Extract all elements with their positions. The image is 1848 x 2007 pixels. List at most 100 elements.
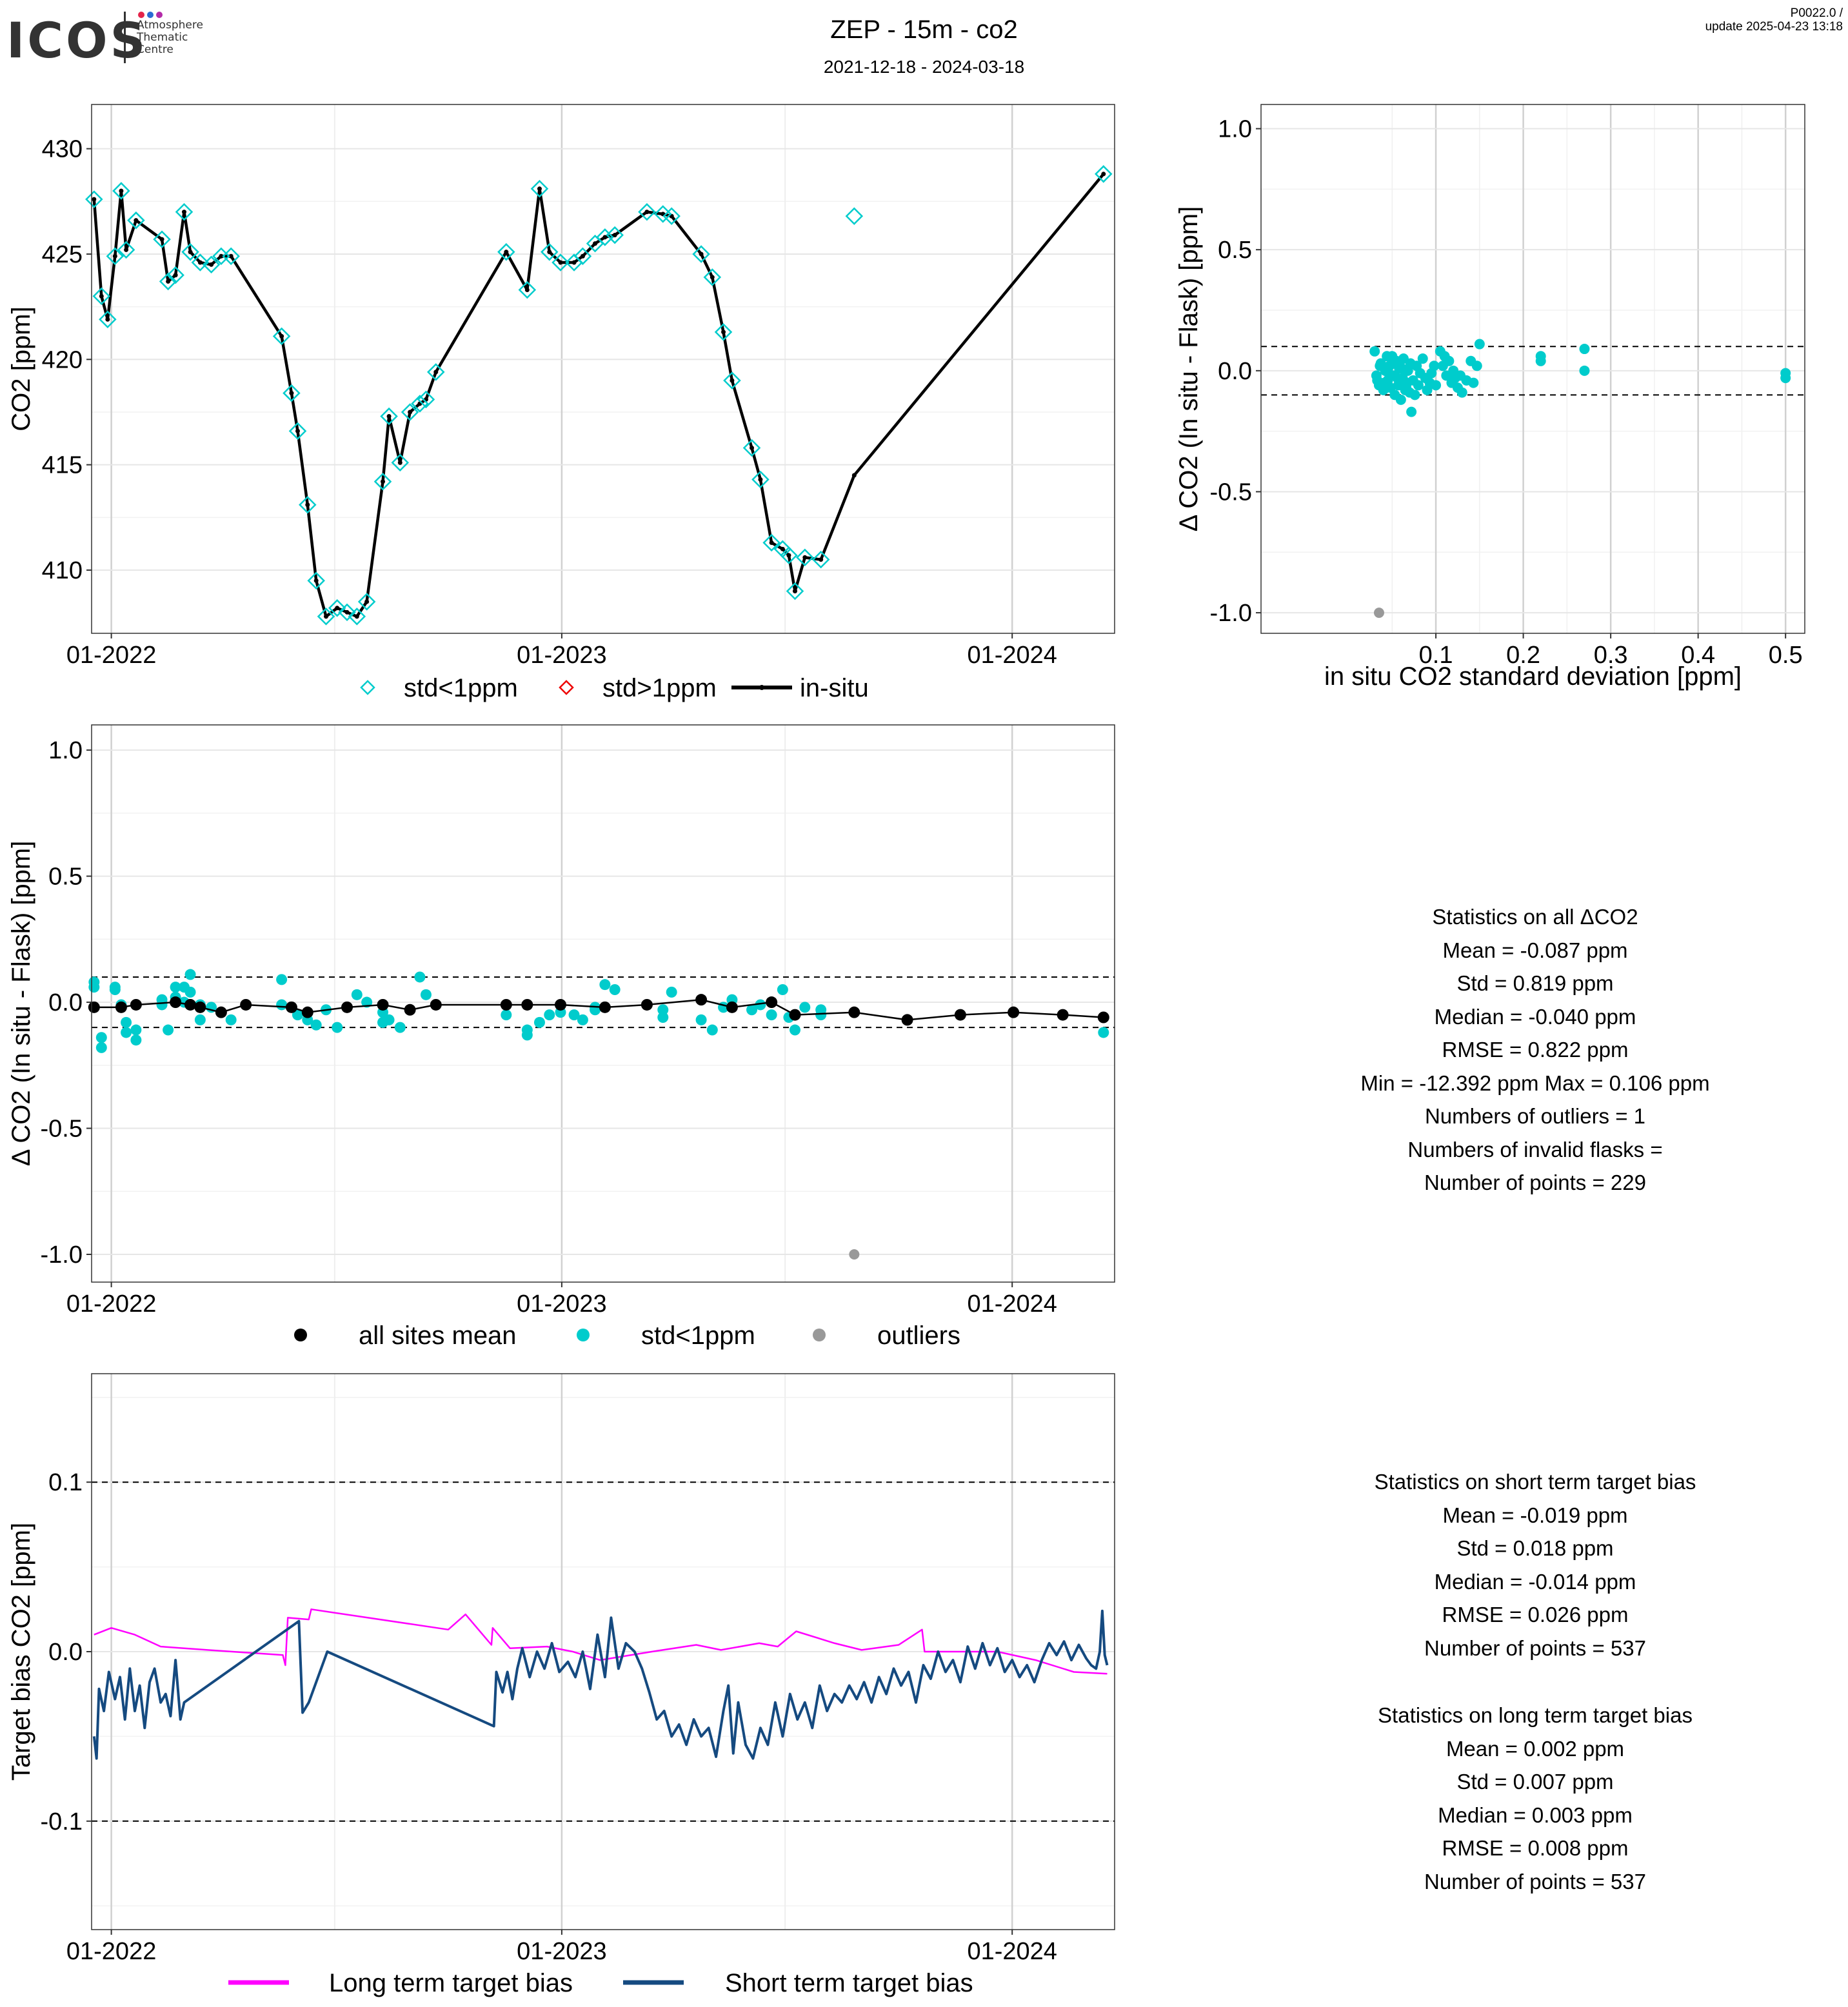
scatter-point	[1780, 373, 1791, 384]
insitu-point	[504, 250, 509, 255]
flask-diamond	[1095, 165, 1113, 183]
scatter-point	[1535, 351, 1546, 362]
delta-point	[777, 984, 788, 995]
insitu-point	[289, 391, 294, 396]
insitu-point	[112, 253, 117, 259]
scatter-point	[1429, 361, 1440, 371]
insitu-point	[364, 599, 370, 604]
insitu-point	[802, 555, 808, 560]
flask-diamond	[373, 473, 392, 491]
logo-wordmark: ICOS	[6, 12, 148, 69]
insitu-point	[699, 252, 704, 257]
stats-heading: Statistics on all ΔCO2	[1432, 905, 1638, 929]
flask-diamond	[497, 242, 515, 261]
flask-diamond	[411, 395, 429, 413]
plot-background	[1261, 104, 1805, 633]
delta-point	[163, 1024, 174, 1036]
stats-line: Number of points = 537	[1424, 1636, 1646, 1660]
stats-line: Std = 0.007 ppm	[1456, 1770, 1614, 1794]
short-term-bias-line	[92, 1609, 1109, 1760]
logo-divider	[124, 12, 126, 63]
x-tick-label: 01-2022	[66, 1938, 156, 1965]
scatter-point	[1375, 361, 1386, 371]
stats-line: Std = 0.018 ppm	[1456, 1536, 1614, 1560]
flask-diamond	[811, 550, 830, 569]
flask-diamond	[338, 603, 356, 622]
site-mean-point	[726, 1001, 738, 1013]
insitu-point	[397, 460, 402, 465]
delta-point	[121, 1016, 132, 1028]
flask-diamond	[692, 245, 710, 263]
delta-point	[276, 999, 288, 1011]
site-mean-point	[215, 1006, 227, 1018]
delta-point	[755, 999, 766, 1011]
x-tick-label: 0.4	[1681, 642, 1715, 669]
y-tick-label: 0.5	[48, 864, 83, 891]
y-axis-label: CO2 [ppm]	[7, 306, 35, 431]
delta-point	[184, 986, 196, 998]
legend-label: std<1ppm	[641, 1321, 755, 1350]
flask-diamond	[596, 228, 614, 246]
x-tick-label: 01-2024	[967, 1290, 1057, 1318]
scatter-point	[1409, 390, 1420, 400]
delta-point	[276, 974, 288, 985]
delta-point	[170, 982, 181, 993]
stats-line: RMSE = 0.822 ppm	[1442, 1038, 1629, 1062]
site-mean-point	[285, 1001, 297, 1013]
insitu-point	[119, 188, 124, 193]
site-mean-point	[1008, 1006, 1020, 1018]
delta-point	[746, 1004, 758, 1016]
page-title: ZEP - 15m - co2	[830, 15, 1018, 44]
scatter-point	[1456, 387, 1467, 398]
update-label: update 2025-04-23 13:18	[1705, 20, 1843, 34]
flask-diamond	[662, 207, 681, 225]
x-tick-label: 01-2024	[967, 642, 1057, 669]
flask-diamond	[106, 247, 124, 265]
insitu-point	[758, 477, 763, 482]
delta-point	[130, 1034, 142, 1046]
legend-dot-grey	[813, 1329, 826, 1341]
x-tick-label: 0.5	[1769, 642, 1803, 669]
flask-diamond	[348, 608, 366, 626]
site-mean-point	[1097, 1011, 1109, 1023]
flask-diamond	[283, 384, 301, 402]
x-axis-label: in situ CO2 standard deviation [ppm]	[1324, 662, 1742, 691]
insitu-point	[819, 557, 824, 562]
insitu-point	[571, 260, 577, 265]
y-tick-label: 0.0	[48, 1639, 83, 1666]
delta-point	[130, 1024, 142, 1036]
plot-border	[91, 104, 1115, 634]
flask-diamond	[723, 371, 741, 390]
flask-diamond	[222, 247, 240, 265]
stats-line: Number of points = 537	[1424, 1869, 1646, 1893]
legend-item-short-term: Short term target bias	[623, 1969, 973, 1997]
legend-diamond-red	[559, 680, 574, 695]
outlier-point	[1373, 608, 1384, 618]
y-tick-label: 0.0	[1218, 358, 1252, 385]
scatter-point	[1417, 353, 1428, 364]
scatter-point	[1413, 380, 1424, 391]
insitu-line	[92, 173, 1105, 618]
insitu-point	[305, 502, 310, 508]
delta-point	[789, 1024, 800, 1036]
y-tick-label: 1.0	[1218, 116, 1252, 143]
insitu-point	[209, 262, 214, 267]
flask-diamond	[317, 608, 335, 626]
flask-diamond	[391, 453, 410, 472]
flask-diamond	[417, 390, 435, 409]
site-mean-point	[521, 998, 533, 1011]
delta-point	[394, 1022, 406, 1033]
version-info: P0022.0 / update 2025-04-23 13:18	[1705, 6, 1843, 34]
logo-dot	[138, 12, 144, 18]
logo-sub-line: Centre	[137, 43, 174, 56]
site-mean-point	[341, 1001, 353, 1013]
legend-label: all sites mean	[359, 1321, 517, 1350]
delta-point	[568, 1009, 580, 1021]
delta-panel: 01-2022 01-2023 01-2024 -1.0 -0.5 0.0 0.5 1.0 Δ …	[7, 724, 1115, 1350]
flask-diamond	[175, 203, 194, 221]
insitu-point	[335, 606, 340, 611]
flask-diamond	[181, 242, 199, 261]
insitu-point	[750, 446, 755, 451]
insitu-point	[792, 589, 797, 594]
delta-point	[695, 1014, 707, 1025]
